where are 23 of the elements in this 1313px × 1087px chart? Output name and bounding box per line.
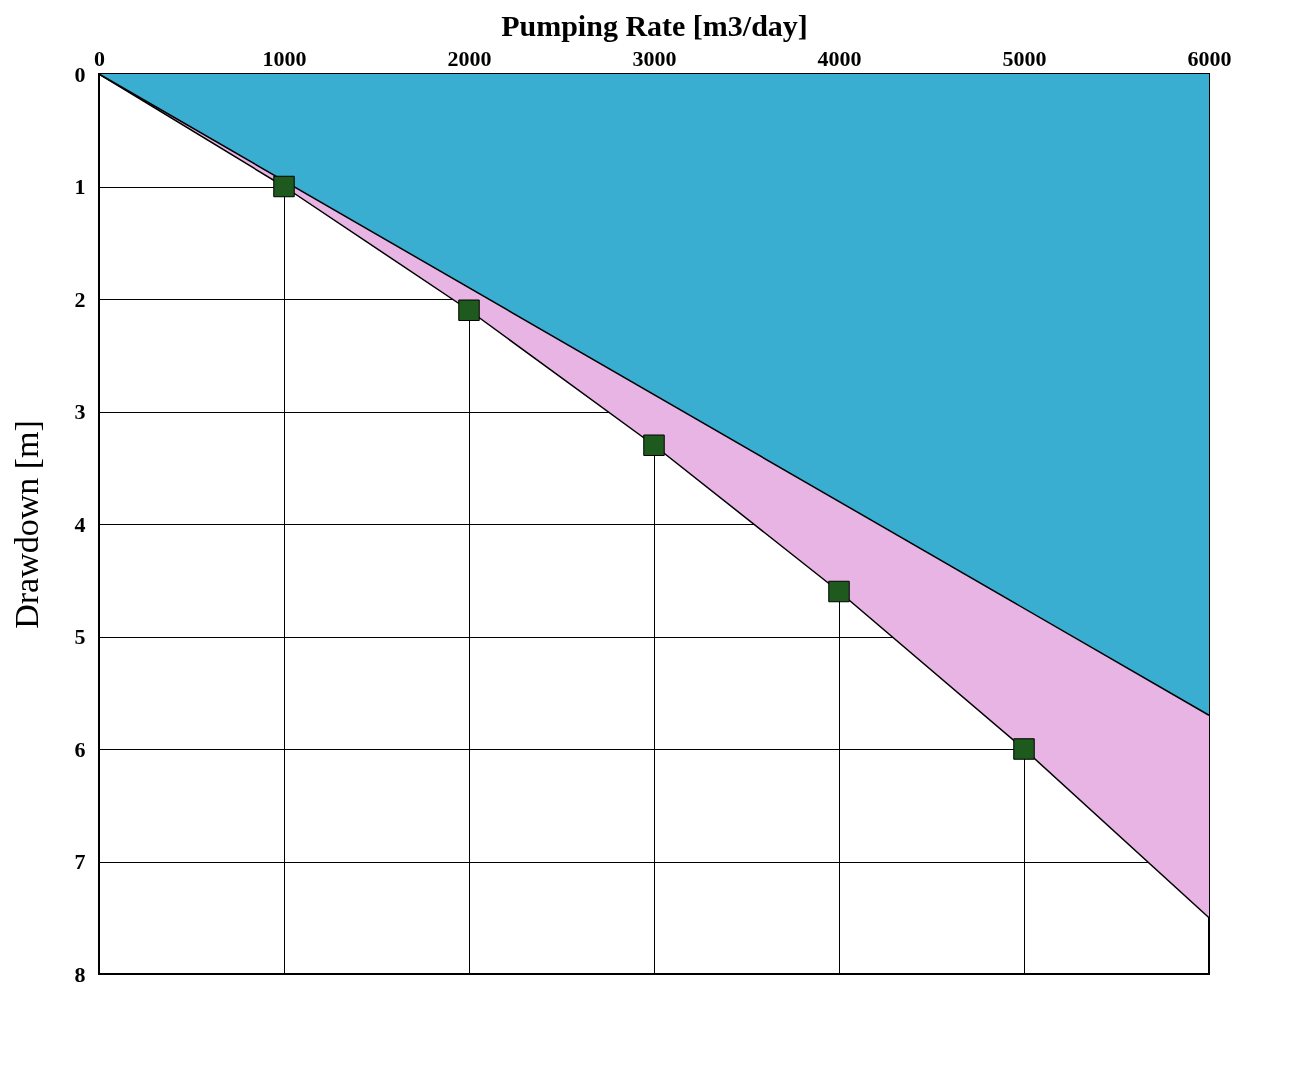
y-tick-label: 7	[74, 849, 86, 874]
y-tick-label: 1	[74, 174, 86, 199]
x-tick-label: 1000	[262, 45, 307, 71]
y-tick-label: 8	[74, 961, 86, 987]
y-axis-title: Drawdown [m]	[7, 420, 45, 629]
x-tick-label: 0	[94, 45, 105, 71]
y-tick-label: 6	[74, 736, 86, 762]
point	[1013, 738, 1035, 760]
y-tick-label: 0	[74, 61, 86, 87]
y-tick-label: 3	[74, 399, 86, 424]
x-tick-label: 3000	[632, 45, 677, 71]
point	[458, 299, 480, 321]
x-tick-label: 6000	[1187, 45, 1232, 71]
y-tick-label: 2	[74, 286, 86, 312]
x-tick-label: 2000	[447, 45, 492, 71]
y-tick-label: 5	[74, 624, 86, 649]
y-tick-label: 4	[74, 511, 86, 537]
x-axis-title: Pumping Rate [m3/day]	[501, 8, 808, 42]
point	[643, 434, 665, 456]
x-tick-label: 4000	[817, 45, 862, 71]
point	[273, 175, 295, 198]
point	[828, 580, 850, 603]
x-tick-label: 5000	[1002, 45, 1047, 71]
